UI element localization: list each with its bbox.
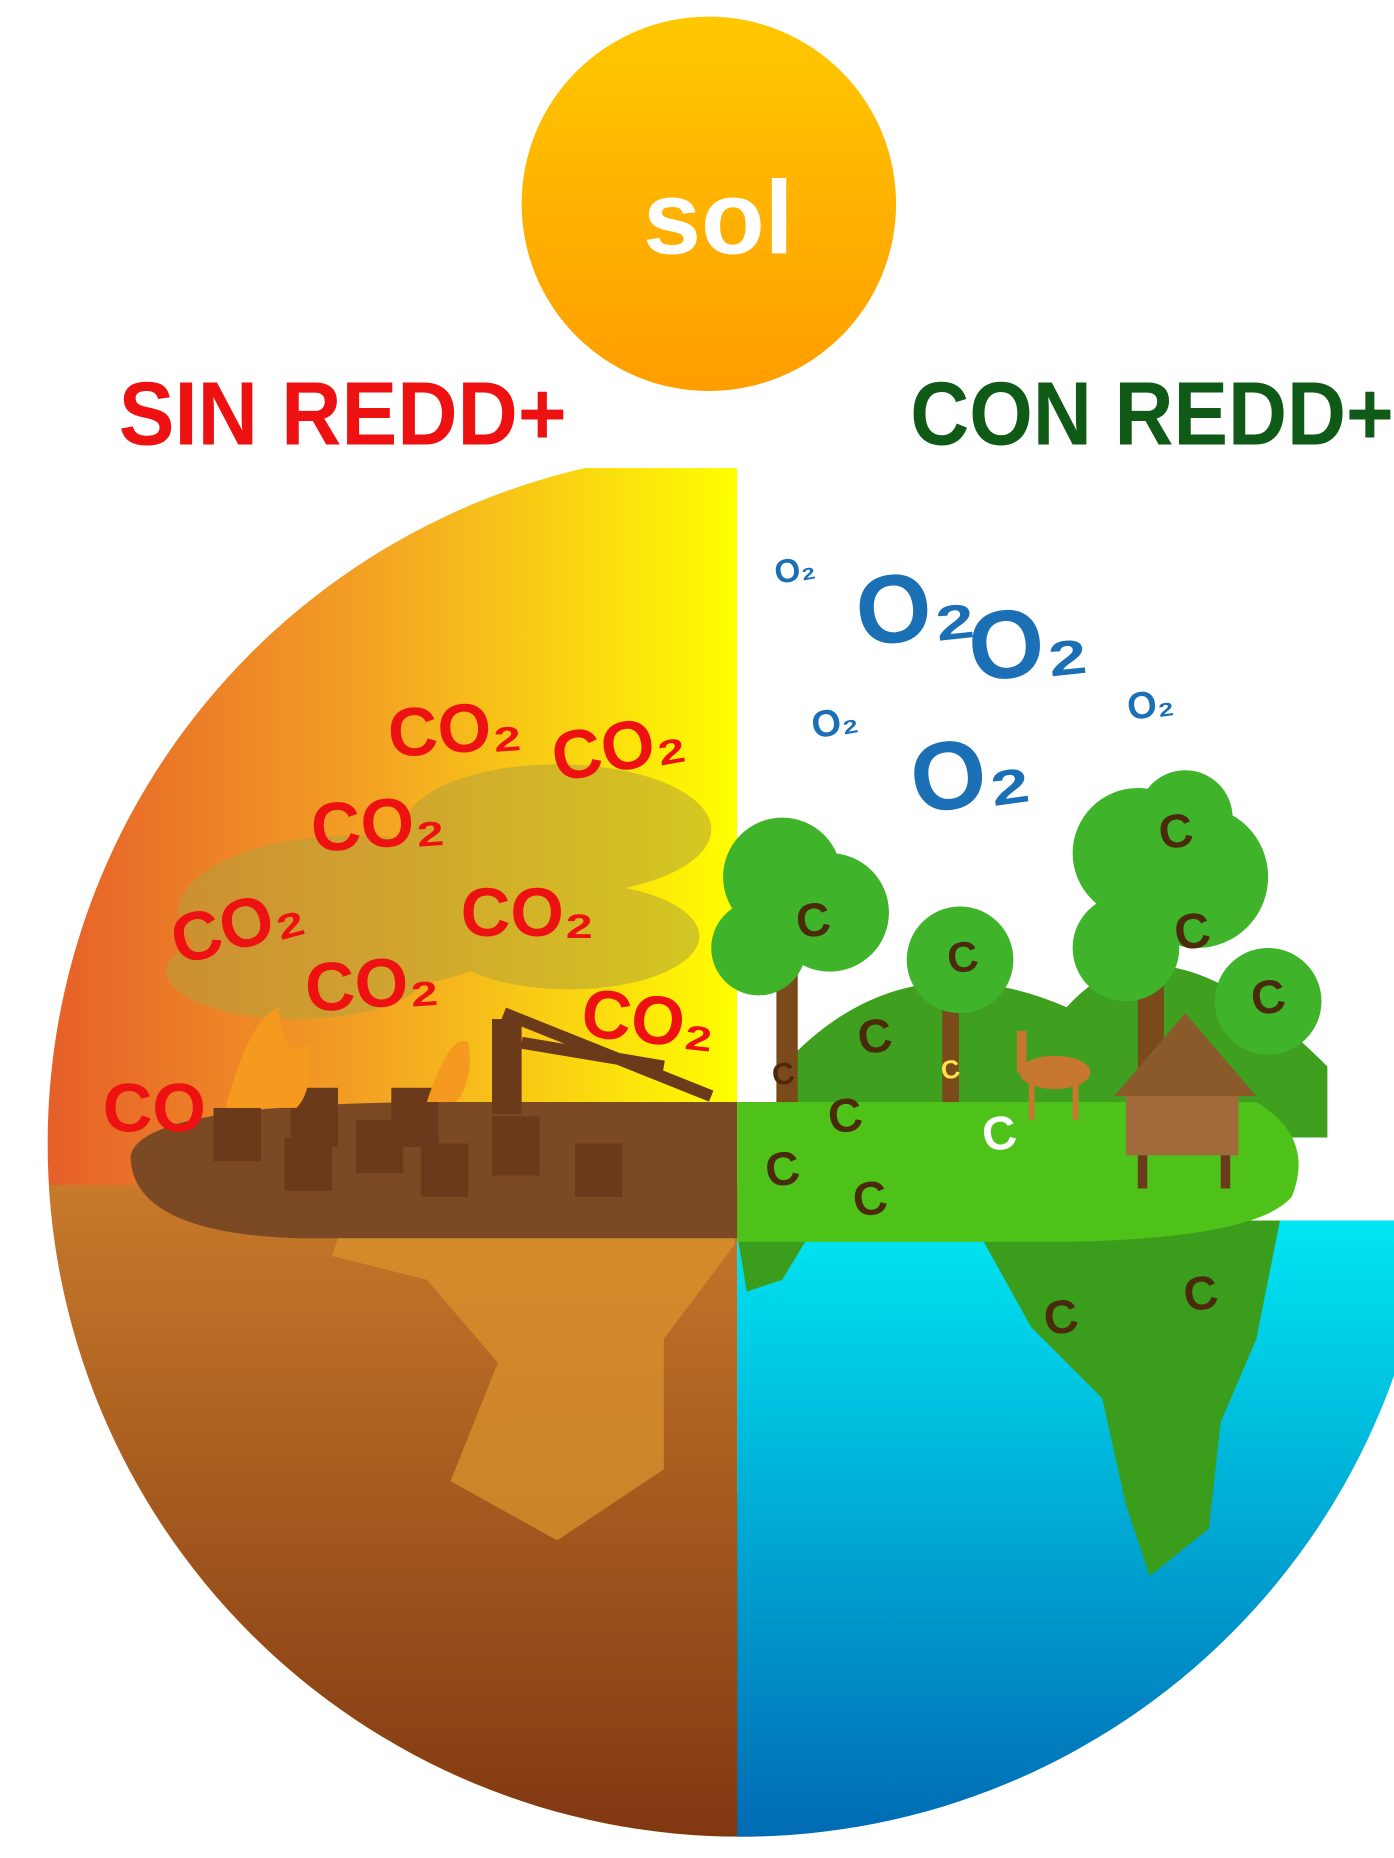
carbon-label: C bbox=[793, 892, 834, 949]
carbon-label: C bbox=[944, 932, 981, 984]
illustration: sol SIN REDD+ CON REDD+ CO₂CO₂CO₂CO₂CO₂C… bbox=[0, 0, 1394, 1858]
o2-label: O₂ bbox=[1124, 681, 1176, 729]
co2-label: CO₂ bbox=[578, 974, 719, 1065]
carbon-label: C bbox=[1248, 969, 1289, 1026]
o2-label: O₂ bbox=[903, 710, 1036, 834]
carbon-label: C bbox=[850, 1171, 891, 1228]
carbon-label: C bbox=[1040, 1289, 1081, 1346]
carbon-label: C bbox=[762, 1141, 803, 1198]
o2-label: O₂ bbox=[808, 698, 861, 747]
globe bbox=[0, 468, 1394, 1858]
o2-label: O₂ bbox=[772, 549, 818, 592]
left-title: SIN REDD+ bbox=[119, 363, 567, 464]
co2-label: CO₂ bbox=[308, 781, 447, 867]
co2-label: CO₂ bbox=[303, 941, 442, 1027]
carbon-label: C bbox=[825, 1088, 866, 1145]
co2-label: CO₂ bbox=[385, 686, 524, 772]
co2-label: CO₂ bbox=[461, 874, 595, 951]
sun-label: sol bbox=[643, 161, 794, 277]
carbon-label: C bbox=[1180, 1265, 1221, 1322]
carbon-label: C bbox=[979, 1105, 1020, 1162]
right-title: CON REDD+ bbox=[910, 363, 1393, 464]
carbon-label: C bbox=[1171, 901, 1214, 961]
o2-label: O₂ bbox=[963, 582, 1092, 703]
o2-label: O₂ bbox=[850, 546, 979, 667]
page: sol SIN REDD+ CON REDD+ CO₂CO₂CO₂CO₂CO₂C… bbox=[0, 0, 1394, 1858]
carbon-label: C bbox=[770, 1055, 797, 1093]
carbon-label: C bbox=[854, 1008, 895, 1065]
carbon-label: C bbox=[1155, 803, 1196, 860]
co2-label: CO bbox=[103, 1070, 206, 1147]
